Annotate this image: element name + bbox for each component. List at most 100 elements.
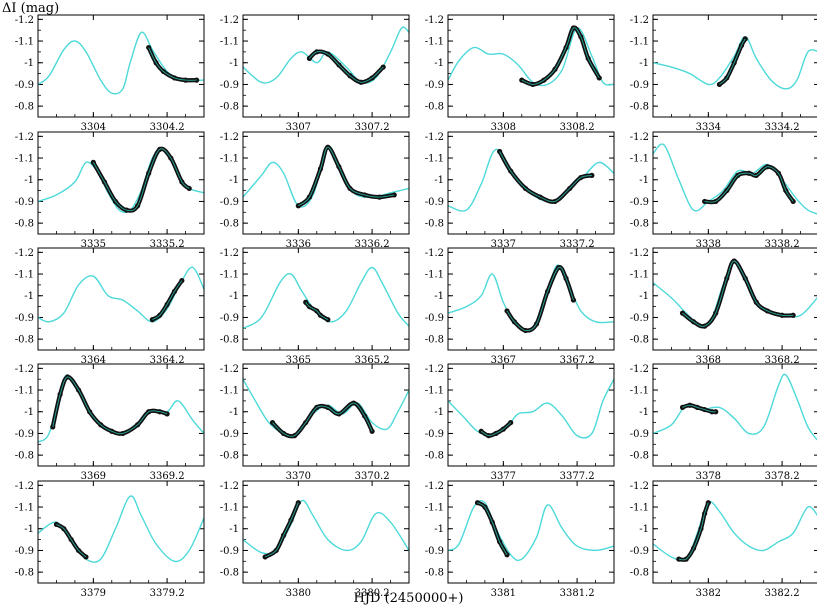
panel-20: -1.2 -1.1 -1 -0.9 -0.8 3382 3382.2 <box>630 480 817 599</box>
y-tick-label: -1.1 <box>220 386 239 397</box>
y-tick-label: -1.1 <box>15 503 34 514</box>
y-tick-label: -1 <box>229 175 239 186</box>
x-tick-label: 3377 <box>491 471 516 482</box>
x-tick-label: 3338.2 <box>765 239 800 250</box>
panel-frame <box>447 14 615 118</box>
y-tick-label: -0.8 <box>425 451 444 462</box>
panel-14: -1.2 -1.1 -1 -0.9 -0.8 3370 3370.2 <box>220 363 410 482</box>
y-tick-label: -0.9 <box>425 313 444 324</box>
x-tick-label: 3304.2 <box>150 122 185 133</box>
model-curve <box>448 264 614 332</box>
model-curve <box>448 148 614 212</box>
y-axis-title: ΔI (mag) <box>2 1 60 16</box>
y-tick-label: -0.8 <box>15 568 34 579</box>
y-tick-label: -0.9 <box>15 80 34 91</box>
observed-point <box>742 36 748 42</box>
panel-11: -1.2 -1.1 -1 -0.9 -0.8 3367 3367.2 <box>425 247 615 366</box>
y-tick-label: -1.2 <box>630 132 649 143</box>
fit-overlay <box>678 502 709 561</box>
y-tick-label: -1.1 <box>220 270 239 281</box>
x-tick-label: 3334 <box>696 122 721 133</box>
observed-point <box>194 77 200 83</box>
y-tick-label: -1.2 <box>630 481 649 492</box>
x-tick-label: 3308 <box>491 122 516 133</box>
observed-point <box>519 77 525 83</box>
y-tick-label: -1 <box>434 407 444 418</box>
panel-2: -1.2 -1.1 -1 -0.9 -0.8 3307 3307.2 <box>220 14 410 133</box>
observed-point <box>164 411 170 417</box>
panel-18: -1.2 -1.1 -1 -0.9 -0.8 3380 3380.2 <box>220 480 410 599</box>
x-tick-label: 3367.2 <box>560 355 595 366</box>
y-tick-label: -0.9 <box>630 80 649 91</box>
y-tick-label: -1 <box>434 524 444 535</box>
panel-7: -1.2 -1.1 -1 -0.9 -0.8 3337 3337.2 <box>425 131 615 250</box>
x-tick-label: 3307 <box>286 122 311 133</box>
y-tick-label: -1.2 <box>15 132 34 143</box>
y-tick-label: -1 <box>639 407 649 418</box>
y-tick-label: -0.9 <box>425 197 444 208</box>
x-tick-label: 3367 <box>491 355 516 366</box>
y-tick-label: -0.8 <box>630 568 649 579</box>
x-tick-label: 3369 <box>81 471 106 482</box>
panel-frame <box>447 247 615 351</box>
y-tick-label: -1.2 <box>15 364 34 375</box>
fit-overlay <box>92 148 190 212</box>
x-tick-label: 3370 <box>286 471 311 482</box>
y-tick-label: -0.9 <box>15 197 34 208</box>
y-tick-label: -1.1 <box>220 154 239 165</box>
y-tick-label: -1.1 <box>630 503 649 514</box>
y-tick-label: -0.9 <box>15 546 34 557</box>
panel-6: -1.2 -1.1 -1 -0.9 -0.8 3336 3336.2 <box>220 131 410 250</box>
y-tick-label: -1 <box>434 291 444 302</box>
y-tick-label: -1.1 <box>15 154 34 165</box>
model-curve <box>653 501 817 562</box>
x-tick-label: 3336 <box>286 239 311 250</box>
fit-overlay <box>704 166 794 203</box>
y-tick-label: -1 <box>639 58 649 69</box>
fit-overlay <box>272 402 373 437</box>
x-tick-label: 3378.2 <box>765 471 800 482</box>
observed-band <box>504 265 576 333</box>
observed-point <box>146 44 152 51</box>
x-tick-label: 3382 <box>696 588 721 599</box>
y-tick-label: -1 <box>229 524 239 535</box>
y-tick-label: -0.8 <box>15 102 34 113</box>
y-tick-label: -1.2 <box>425 481 444 492</box>
y-tick-label: -1 <box>24 175 34 186</box>
y-tick-label: -1 <box>229 291 239 302</box>
y-tick-label: -1.1 <box>425 503 444 514</box>
y-tick-label: -1 <box>434 175 444 186</box>
panel-10: -1.2 -1.1 -1 -0.9 -0.8 3365 3365.2 <box>220 247 410 366</box>
panel-frame <box>652 131 817 235</box>
x-tick-label: 3337.2 <box>560 239 595 250</box>
fit-overlay <box>499 151 592 203</box>
panel-16: -1.2 -1.1 -1 -0.9 -0.8 3378 3378.2 <box>630 363 817 482</box>
fit-overlay <box>682 404 716 413</box>
fit-overlay <box>52 376 168 435</box>
y-tick-label: -1.2 <box>220 364 239 375</box>
fit-overlay <box>521 27 600 85</box>
panel-frame <box>37 14 205 118</box>
y-tick-label: -1 <box>434 58 444 69</box>
x-tick-label: 3304 <box>81 122 106 133</box>
y-tick-label: -1.1 <box>425 37 444 48</box>
y-tick-label: -1.2 <box>425 248 444 259</box>
panel-frame <box>242 363 410 467</box>
y-tick-label: -0.8 <box>15 335 34 346</box>
y-tick-label: -1.1 <box>630 386 649 397</box>
y-tick-label: -0.9 <box>630 429 649 440</box>
observed-band <box>263 500 301 560</box>
y-tick-label: -1.1 <box>425 154 444 165</box>
y-tick-label: -1.1 <box>15 386 34 397</box>
x-tick-label: 3308.2 <box>560 122 595 133</box>
y-tick-label: -0.9 <box>425 546 444 557</box>
y-tick-label: -1 <box>24 291 34 302</box>
y-tick-label: -0.9 <box>630 546 649 557</box>
x-tick-label: 3381.2 <box>560 588 595 599</box>
panel-frame <box>37 363 205 467</box>
y-tick-label: -0.8 <box>630 102 649 113</box>
y-tick-label: -1.2 <box>220 248 239 259</box>
panel-1: -1.2 -1.1 -1 -0.9 -0.8 3304 3304.2 <box>15 14 205 133</box>
fit-overlay <box>480 422 512 437</box>
